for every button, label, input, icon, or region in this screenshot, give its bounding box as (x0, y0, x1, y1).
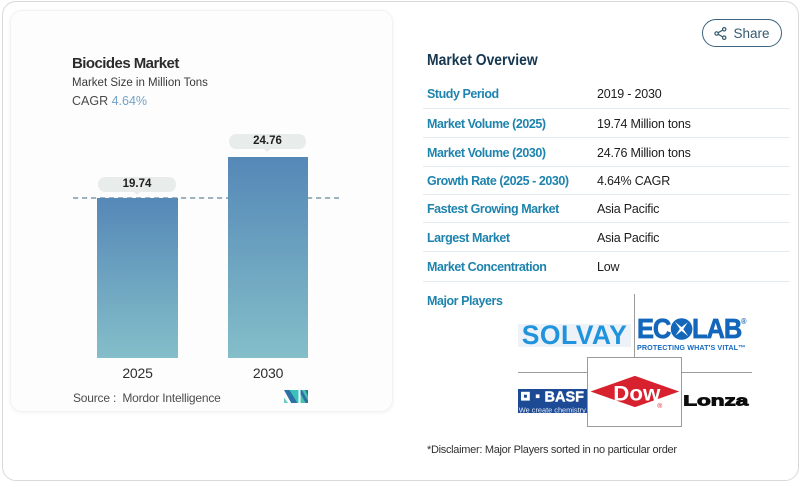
svg-text:BASF: BASF (544, 389, 584, 405)
svg-text:Dow: Dow (613, 382, 660, 406)
svg-text:®: ® (657, 402, 662, 410)
svg-text:Lonza: Lonza (683, 393, 748, 409)
svg-text:We create chemistry: We create chemistry (518, 405, 585, 413)
